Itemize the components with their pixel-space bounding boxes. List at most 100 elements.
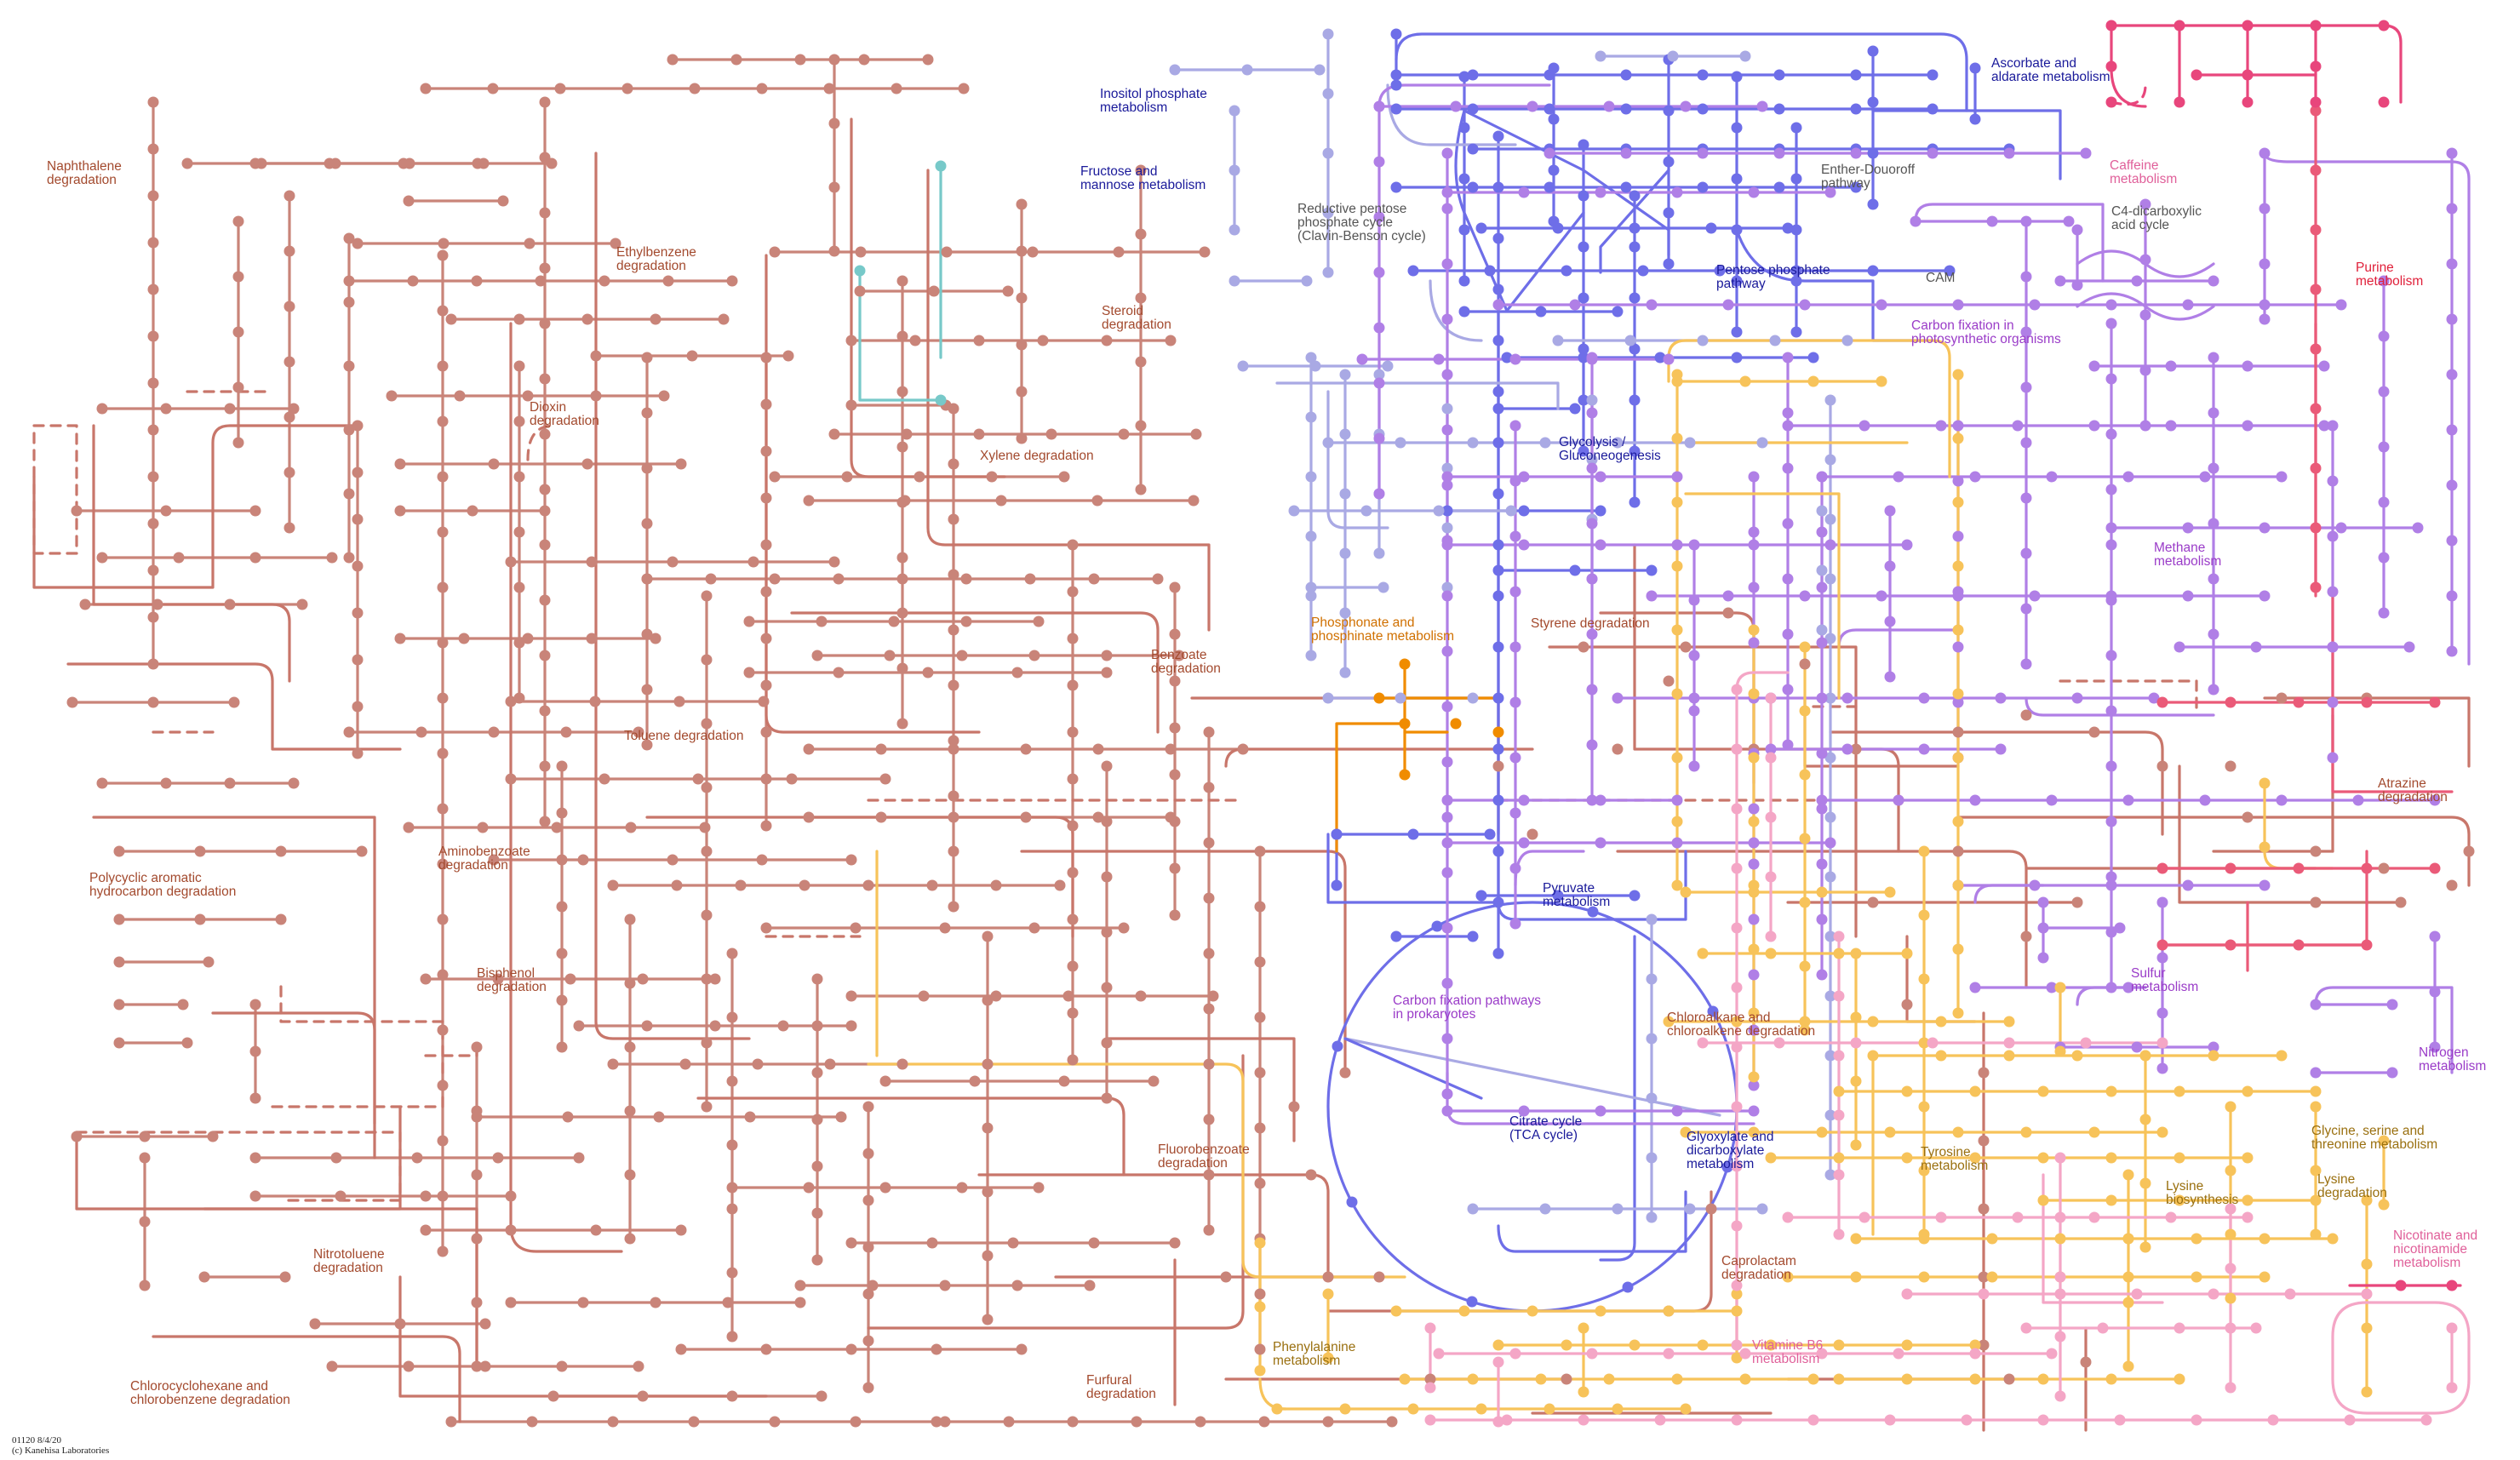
compound-node[interactable]: [726, 1182, 738, 1194]
compound-node[interactable]: [1037, 335, 1049, 346]
label-phenylalanine-metabolism[interactable]: Phenylalanine metabolism: [1273, 1340, 1356, 1368]
compound-node[interactable]: [1790, 173, 1802, 185]
compound-node[interactable]: [2046, 982, 2058, 993]
compound-node[interactable]: [1867, 1050, 1879, 1062]
compound-node[interactable]: [1884, 886, 1896, 898]
compound-node[interactable]: [1782, 352, 1794, 364]
compound-node[interactable]: [1373, 547, 1385, 559]
pathway-edge[interactable]: [1735, 228, 1926, 342]
compound-node[interactable]: [2429, 794, 2441, 806]
compound-node[interactable]: [1492, 539, 1504, 551]
compound-node[interactable]: [1441, 479, 1453, 491]
compound-node[interactable]: [1067, 1054, 1079, 1066]
compound-node[interactable]: [1620, 69, 1632, 81]
compound-node[interactable]: [343, 360, 355, 372]
compound-node[interactable]: [1620, 103, 1632, 115]
compound-node[interactable]: [1629, 445, 1641, 457]
compound-node[interactable]: [1824, 539, 1836, 551]
compound-node[interactable]: [2003, 1037, 2015, 1049]
compound-node[interactable]: [1629, 394, 1641, 406]
compound-node[interactable]: [1024, 573, 1036, 585]
compound-node[interactable]: [2259, 522, 2271, 534]
compound-node[interactable]: [1731, 275, 1743, 287]
compound-node[interactable]: [2378, 1199, 2390, 1211]
compound-node[interactable]: [1612, 692, 1624, 704]
compound-node[interactable]: [1373, 211, 1385, 223]
compound-node[interactable]: [1961, 1414, 1973, 1426]
compound-node[interactable]: [96, 777, 108, 789]
compound-node[interactable]: [2225, 1292, 2236, 1304]
compound-node[interactable]: [875, 811, 887, 823]
compound-node[interactable]: [2037, 952, 2049, 964]
compound-node[interactable]: [2114, 922, 2126, 934]
compound-node[interactable]: [1390, 930, 1402, 942]
compound-node[interactable]: [1169, 862, 1181, 874]
compound-node[interactable]: [1637, 265, 1649, 277]
compound-node[interactable]: [1386, 1416, 1398, 1428]
compound-node[interactable]: [1918, 1165, 1930, 1177]
compound-node[interactable]: [948, 735, 959, 747]
compound-node[interactable]: [1441, 462, 1453, 474]
compound-node[interactable]: [1441, 522, 1453, 534]
compound-node[interactable]: [811, 1160, 823, 1172]
compound-node[interactable]: [1016, 432, 1028, 444]
compound-node[interactable]: [1135, 292, 1147, 304]
compound-node[interactable]: [2327, 752, 2339, 764]
label-nitrogen-metabolism[interactable]: Nitrogen metabolism: [2419, 1045, 2487, 1074]
compound-node[interactable]: [1748, 913, 1760, 925]
compound-node[interactable]: [2208, 1050, 2219, 1062]
compound-node[interactable]: [2182, 879, 2194, 891]
compound-node[interactable]: [828, 428, 840, 440]
compound-node[interactable]: [1790, 122, 1802, 134]
compound-node[interactable]: [71, 1131, 83, 1142]
compound-node[interactable]: [610, 238, 621, 249]
compound-node[interactable]: [147, 377, 159, 389]
compound-node[interactable]: [1799, 590, 1811, 602]
compound-node[interactable]: [2071, 692, 2083, 704]
compound-node[interactable]: [407, 275, 419, 287]
compound-node[interactable]: [1424, 1322, 1436, 1334]
compound-node[interactable]: [2463, 845, 2475, 857]
compound-node[interactable]: [2165, 420, 2177, 432]
compound-node[interactable]: [1748, 539, 1760, 551]
compound-node[interactable]: [1509, 807, 1521, 819]
pathway-edge[interactable]: [1386, 83, 1517, 146]
compound-node[interactable]: [1748, 752, 1760, 764]
pathway-edge[interactable]: [1275, 381, 1560, 410]
compound-node[interactable]: [769, 573, 781, 585]
compound-node[interactable]: [875, 743, 887, 755]
compound-node[interactable]: [437, 471, 449, 483]
compound-node[interactable]: [2003, 147, 2015, 159]
compound-node[interactable]: [513, 581, 525, 593]
compound-node[interactable]: [556, 901, 568, 913]
compound-node[interactable]: [1748, 526, 1760, 538]
compound-node[interactable]: [995, 495, 1007, 507]
compound-node[interactable]: [2327, 586, 2339, 598]
compound-node[interactable]: [1893, 471, 1904, 483]
compound-node[interactable]: [1509, 752, 1521, 764]
compound-node[interactable]: [1884, 615, 1896, 627]
compound-node[interactable]: [1058, 471, 1070, 483]
compound-node[interactable]: [1586, 573, 1598, 585]
compound-node[interactable]: [2225, 1228, 2236, 1240]
compound-node[interactable]: [1833, 1085, 1845, 1097]
compound-node[interactable]: [403, 1360, 415, 1372]
compound-node[interactable]: [1782, 222, 1794, 234]
compound-node[interactable]: [1697, 1339, 1709, 1351]
compound-node[interactable]: [862, 1194, 874, 1206]
compound-node[interactable]: [2293, 862, 2305, 874]
compound-node[interactable]: [2199, 471, 2211, 483]
compound-node[interactable]: [147, 330, 159, 342]
pathway-edge[interactable]: [152, 1335, 461, 1423]
pathway-edge[interactable]: [1190, 696, 1500, 836]
compound-node[interactable]: [1731, 922, 1743, 934]
compound-node[interactable]: [1799, 641, 1811, 653]
label-benzoate-degradation[interactable]: Benzoate degradation: [1151, 648, 1221, 676]
compound-node[interactable]: [2250, 641, 2262, 653]
compound-node[interactable]: [505, 773, 517, 785]
compound-node[interactable]: [232, 437, 244, 449]
compound-node[interactable]: [2327, 641, 2339, 653]
label-nicotinate-nicotinamide-metabolism[interactable]: Nicotinate and nicotinamide metabolism: [2393, 1228, 2478, 1270]
compound-node[interactable]: [1339, 667, 1351, 678]
compound-node[interactable]: [1721, 1161, 1733, 1173]
